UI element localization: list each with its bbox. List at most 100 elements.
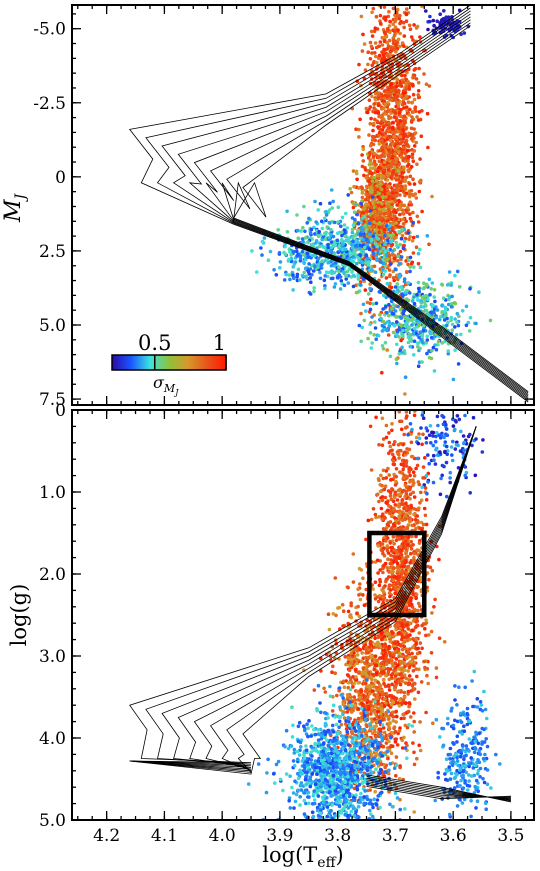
scatter-point [424, 82, 429, 86]
scatter-point [377, 290, 382, 294]
scatter-point [396, 443, 401, 447]
scatter-point [393, 503, 398, 507]
scatter-point [379, 182, 383, 186]
scatter-point [358, 117, 362, 122]
scatter-point [408, 255, 413, 260]
scatter-point [392, 653, 396, 657]
scatter-point [361, 211, 366, 215]
scatter-point [378, 568, 383, 572]
scatter-point [402, 156, 407, 161]
scatter-point [293, 260, 298, 264]
scatter-point [400, 351, 405, 355]
scatter-point [404, 19, 409, 24]
scatter-point [411, 220, 416, 225]
scatter-point [349, 252, 353, 256]
scatter-point [302, 270, 307, 275]
scatter-point [387, 202, 391, 206]
top-axes-frame [71, 4, 535, 406]
scatter-point [351, 169, 356, 173]
scatter-point [401, 175, 405, 179]
scatter-point [357, 135, 361, 139]
scatter-point [351, 201, 356, 206]
scatter-point [408, 633, 412, 637]
scatter-point [379, 506, 384, 511]
scatter-point [386, 55, 391, 59]
scatter-point [318, 201, 323, 206]
scatter-point [295, 213, 299, 217]
scatter-point [425, 334, 430, 339]
scatter-point [402, 308, 406, 313]
scatter-point [408, 269, 412, 274]
scatter-point [416, 520, 420, 525]
scatter-point [393, 440, 397, 444]
scatter-point [404, 138, 409, 143]
scatter-point [393, 198, 397, 202]
scatter-point [433, 343, 437, 347]
scatter-point [310, 253, 315, 258]
scatter-point [351, 239, 355, 244]
scatter-point [412, 366, 416, 370]
scatter-point [422, 305, 426, 309]
scatter-point [403, 494, 407, 499]
scatter-point [415, 463, 420, 468]
scatter-point [393, 285, 398, 289]
scatter-point [377, 203, 381, 208]
scatter-point [398, 272, 402, 277]
scatter-point [416, 608, 420, 613]
scatter-point [421, 465, 426, 469]
scatter-point [403, 73, 407, 78]
scatter-point [411, 251, 416, 255]
scatter-point [350, 230, 355, 235]
scatter-point [333, 282, 338, 286]
scatter-point [403, 450, 407, 455]
scatter-point [361, 207, 366, 211]
scatter-point [396, 254, 401, 259]
scatter-point [369, 346, 374, 350]
scatter-point [360, 195, 365, 200]
scatter-point [368, 189, 373, 194]
scatter-point [305, 221, 310, 225]
scatter-point [399, 502, 404, 506]
scatter-point [388, 273, 392, 277]
scatter-point [335, 238, 340, 243]
scatter-point [390, 570, 395, 574]
scatter-point [398, 261, 402, 266]
scatter-point [382, 211, 387, 216]
scatter-point [351, 273, 356, 278]
scatter-point [411, 490, 416, 495]
scatter-point [417, 548, 421, 553]
scatter-point [400, 208, 405, 212]
scatter-point [397, 162, 402, 166]
scatter-point [446, 349, 451, 353]
scatter-point [406, 168, 411, 172]
scatter-point [391, 160, 396, 164]
scatter-point [467, 329, 472, 333]
scatter-point [397, 449, 401, 453]
scatter-point [349, 190, 354, 195]
scatter-point [332, 264, 337, 268]
scatter-point [402, 114, 407, 118]
scatter-point [411, 159, 416, 163]
scatter-point [399, 545, 403, 549]
scatter-point [369, 297, 373, 302]
scatter-point [373, 41, 378, 45]
scatter-point [426, 297, 430, 302]
scatter-point [384, 194, 388, 199]
scatter-point [404, 208, 408, 212]
scatter-point [417, 323, 422, 327]
scatter-point [355, 177, 359, 182]
scatter-point [403, 723, 408, 728]
scatter-point [407, 258, 411, 263]
scatter-point [368, 122, 373, 126]
scatter-point [404, 127, 408, 131]
scatter-point [400, 489, 405, 494]
scatter-point [393, 147, 398, 152]
scatter-point [405, 143, 410, 147]
scatter-point [401, 189, 405, 193]
scatter-point [412, 474, 417, 478]
scatter-point [392, 88, 396, 92]
scatter-point [391, 6, 396, 11]
scatter-point [387, 184, 392, 189]
scatter-point [401, 20, 406, 25]
scatter-point [428, 292, 432, 297]
